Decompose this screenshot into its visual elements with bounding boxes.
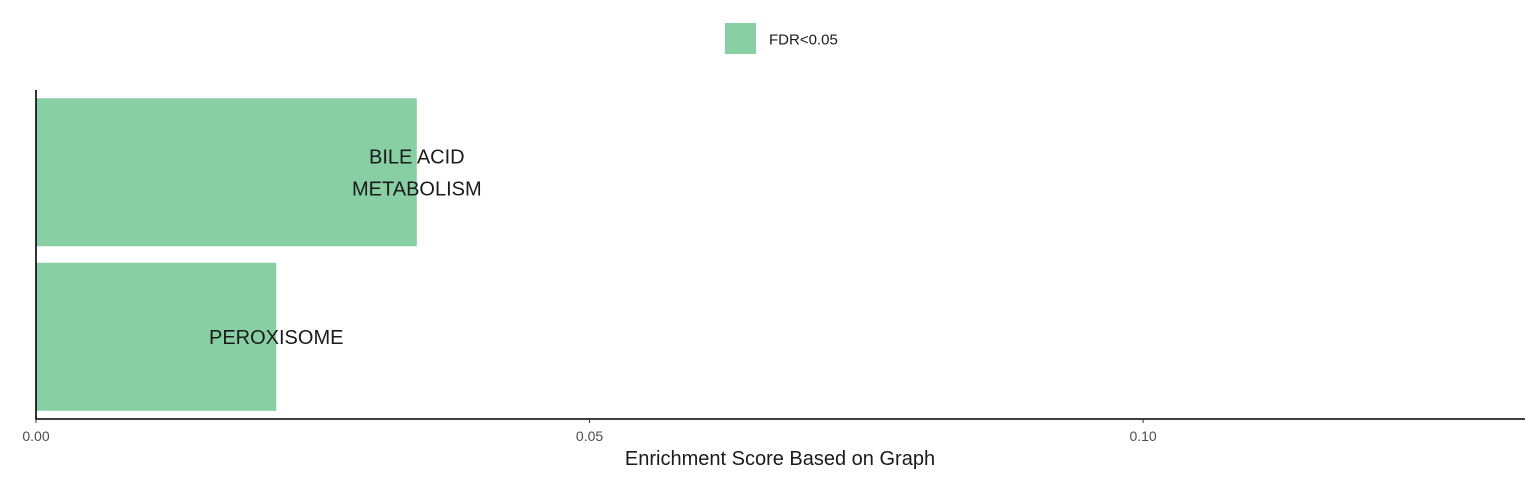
legend: FDR<0.05	[725, 23, 838, 54]
x-tick-label: 0.10	[1129, 428, 1156, 444]
bar-labels-group: BILE ACID METABOLISM PEROXISOME	[209, 146, 482, 349]
x-tick-label: 0.00	[22, 428, 49, 444]
bar	[36, 98, 417, 247]
bar-label: PEROXISOME	[209, 327, 343, 349]
legend-label: FDR<0.05	[769, 32, 838, 49]
bar	[36, 262, 277, 411]
legend-swatch	[725, 23, 756, 54]
x-axis-title: Enrichment Score Based on Graph	[625, 448, 935, 470]
bar-label: BILE ACID METABOLISM	[352, 146, 482, 200]
x-tick-label: 0.05	[576, 428, 603, 444]
bars-group	[36, 98, 417, 411]
x-ticks-group: 0.00 0.05 0.10	[22, 419, 1157, 444]
